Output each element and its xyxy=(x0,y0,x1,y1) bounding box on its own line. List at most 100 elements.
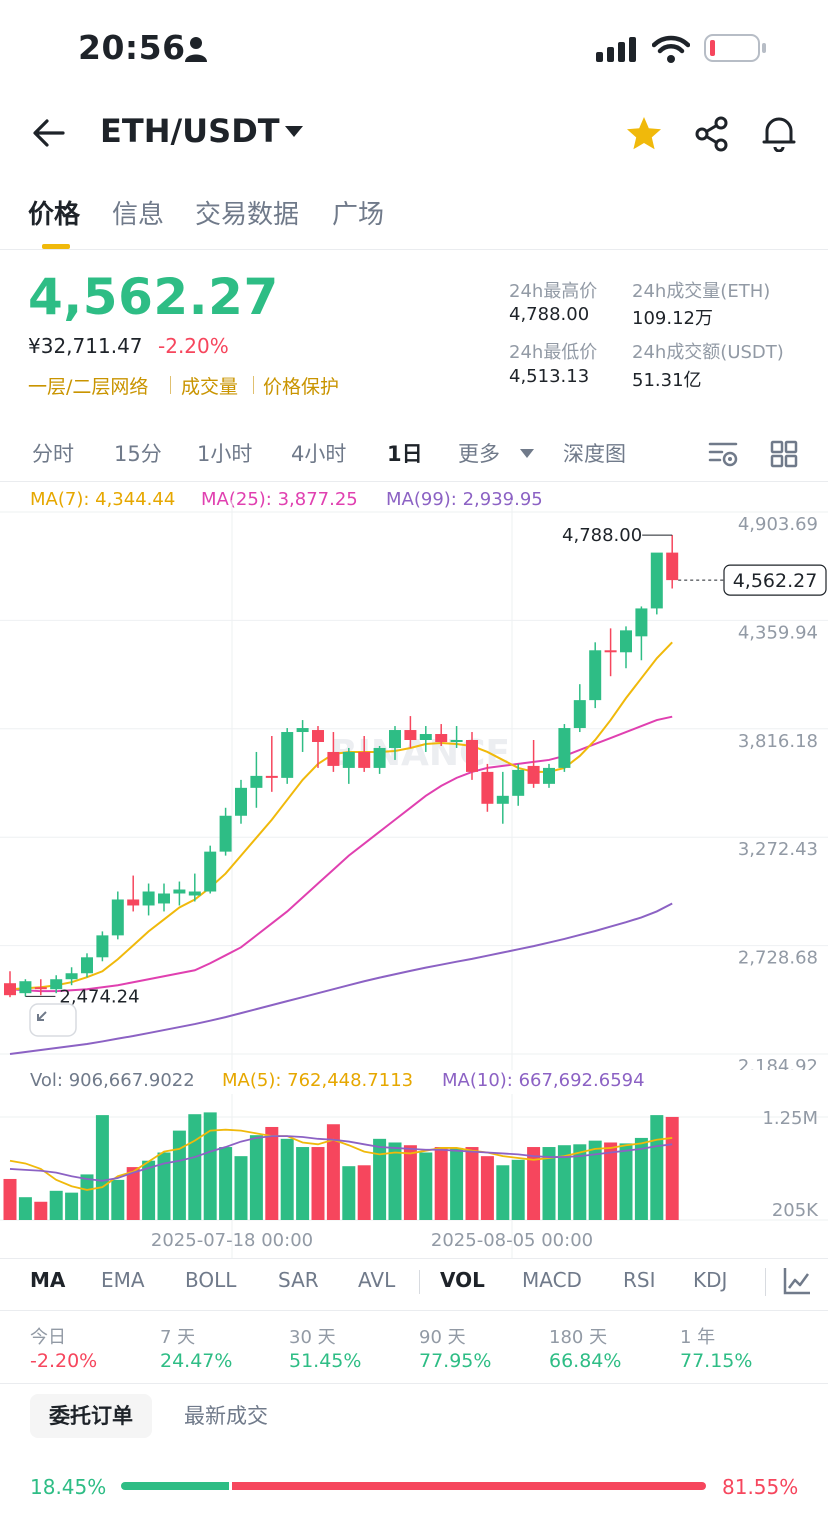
tab-price[interactable]: 价格 xyxy=(28,200,81,230)
divider xyxy=(0,1310,828,1311)
volume-bar xyxy=(450,1147,464,1220)
interval-1h[interactable]: 1小时 xyxy=(197,442,253,466)
divider xyxy=(0,249,828,250)
status-time: 20:56 xyxy=(78,28,186,67)
candle-body xyxy=(435,734,448,742)
last-price: 4,562.27 xyxy=(28,268,279,326)
tab-open-orders[interactable]: 委托订单 xyxy=(30,1394,152,1438)
volume-bar xyxy=(373,1138,387,1220)
battery-icon xyxy=(704,34,766,62)
favorite-star-icon[interactable] xyxy=(626,116,662,150)
candle-body xyxy=(635,608,648,637)
interval-timeline[interactable]: 分时 xyxy=(32,442,74,466)
caret-down-icon[interactable] xyxy=(520,449,534,458)
caret-down-icon[interactable] xyxy=(285,126,303,138)
indicator-ma[interactable]: MA xyxy=(30,1268,66,1292)
interval-4h[interactable]: 4小时 xyxy=(291,442,347,466)
perf-label-90d: 90 天 xyxy=(419,1327,466,1348)
volume-bar xyxy=(573,1144,587,1220)
price-chart[interactable]: BINANCE 4,903.694,359.943,816.183,272.43… xyxy=(0,500,828,1070)
interval-more[interactable]: 更多 xyxy=(458,442,500,466)
divider xyxy=(0,1383,828,1384)
volume-bar xyxy=(296,1147,310,1220)
candle-body xyxy=(650,552,663,609)
tag-price-protection[interactable]: 价格保护 xyxy=(263,376,340,398)
tag-separator xyxy=(253,376,254,394)
indicator-vol[interactable]: VOL xyxy=(440,1268,485,1292)
y-tick-label: 4,359.94 xyxy=(738,622,818,643)
tag-layer-network[interactable]: 一层/二层网络 xyxy=(28,376,149,398)
ma99-value: MA(99): 2,939.95 xyxy=(386,489,543,510)
candle-body xyxy=(235,787,247,816)
volume-bar xyxy=(49,1190,63,1220)
volume-bar xyxy=(388,1142,402,1220)
volume-bar xyxy=(665,1116,679,1220)
volume-bar xyxy=(280,1138,294,1220)
indicator-chart-icon[interactable] xyxy=(782,1266,812,1296)
candle-body xyxy=(265,775,278,778)
volume-bar xyxy=(419,1152,433,1220)
stat-vol-usdt-value: 51.31亿 xyxy=(632,370,702,391)
volume-chart[interactable]: 1.25M 205K 2025-07-18 00:00 2025-08-05 00:0… xyxy=(0,1094,828,1258)
candle-body xyxy=(419,734,432,741)
change-percent: -2.20% xyxy=(158,334,229,358)
signal-icon xyxy=(596,37,636,62)
share-icon[interactable] xyxy=(694,116,730,152)
bell-icon[interactable] xyxy=(762,114,796,152)
high-price-label: 4,788.00 xyxy=(562,525,642,546)
volume-bar xyxy=(188,1114,202,1220)
perf-label-7d: 7 天 xyxy=(160,1327,196,1348)
volume-bar xyxy=(219,1147,233,1220)
candle-body xyxy=(327,751,340,766)
candle-body xyxy=(204,851,217,892)
y-tick-label: 2,728.68 xyxy=(738,948,818,969)
indicator-avl[interactable]: AVL xyxy=(358,1268,396,1292)
tag-volume[interactable]: 成交量 xyxy=(181,376,239,398)
vol-ma5-value: MA(5): 762,448.7113 xyxy=(222,1070,414,1091)
interval-depth[interactable]: 深度图 xyxy=(563,442,626,466)
buy-ratio: 18.45% xyxy=(30,1475,107,1499)
candle-body xyxy=(312,730,324,742)
volume-bar xyxy=(203,1112,217,1220)
indicator-kdj[interactable]: KDJ xyxy=(693,1268,728,1292)
indicator-sar[interactable]: SAR xyxy=(278,1268,319,1292)
chart-settings-icon[interactable] xyxy=(708,440,740,468)
candle-body xyxy=(604,650,617,653)
sell-ratio: 81.55% xyxy=(722,1475,799,1499)
pair-title[interactable]: ETH/USDT xyxy=(100,112,280,150)
tab-info[interactable]: 信息 xyxy=(112,200,165,230)
candle-body xyxy=(81,957,93,974)
candle-body xyxy=(158,893,170,904)
volume-bar xyxy=(588,1140,602,1220)
candle-body xyxy=(466,740,478,772)
tab-recent-trades[interactable]: 最新成交 xyxy=(184,1404,268,1428)
candle-body xyxy=(666,552,679,581)
perf-value-1y: 77.15% xyxy=(680,1350,753,1372)
candle-body xyxy=(296,728,309,733)
candle-body xyxy=(527,765,540,784)
buy-ratio-bar xyxy=(121,1482,229,1490)
candle-body xyxy=(373,747,386,768)
interval-15m[interactable]: 15分 xyxy=(114,442,162,466)
perf-value-180d: 66.84% xyxy=(549,1350,622,1372)
indicator-separator xyxy=(765,1268,766,1296)
grid-layout-icon[interactable] xyxy=(770,440,798,468)
stat-vol-eth-value: 109.12万 xyxy=(632,308,713,329)
indicator-boll[interactable]: BOLL xyxy=(185,1268,237,1292)
back-arrow-icon[interactable] xyxy=(32,118,66,148)
indicator-rsi[interactable]: RSI xyxy=(623,1268,656,1292)
x-tick-label: 2025-08-05 00:00 xyxy=(431,1230,593,1251)
candle-body xyxy=(173,889,186,894)
interval-1d[interactable]: 1日 xyxy=(387,442,423,466)
tab-square[interactable]: 广场 xyxy=(332,200,385,230)
indicator-ema[interactable]: EMA xyxy=(101,1268,145,1292)
low-price-label: 2,474.24 xyxy=(59,986,139,1007)
volume-bar xyxy=(265,1126,279,1220)
tab-trading-data[interactable]: 交易数据 xyxy=(195,200,300,230)
candle-body xyxy=(358,751,371,768)
perf-value-90d: 77.95% xyxy=(419,1350,492,1372)
ma7-value: MA(7): 4,344.44 xyxy=(30,489,176,510)
indicator-macd[interactable]: MACD xyxy=(522,1268,582,1292)
vol-y-tick-label: 1.25M xyxy=(762,1108,818,1129)
candle-body xyxy=(496,795,509,804)
